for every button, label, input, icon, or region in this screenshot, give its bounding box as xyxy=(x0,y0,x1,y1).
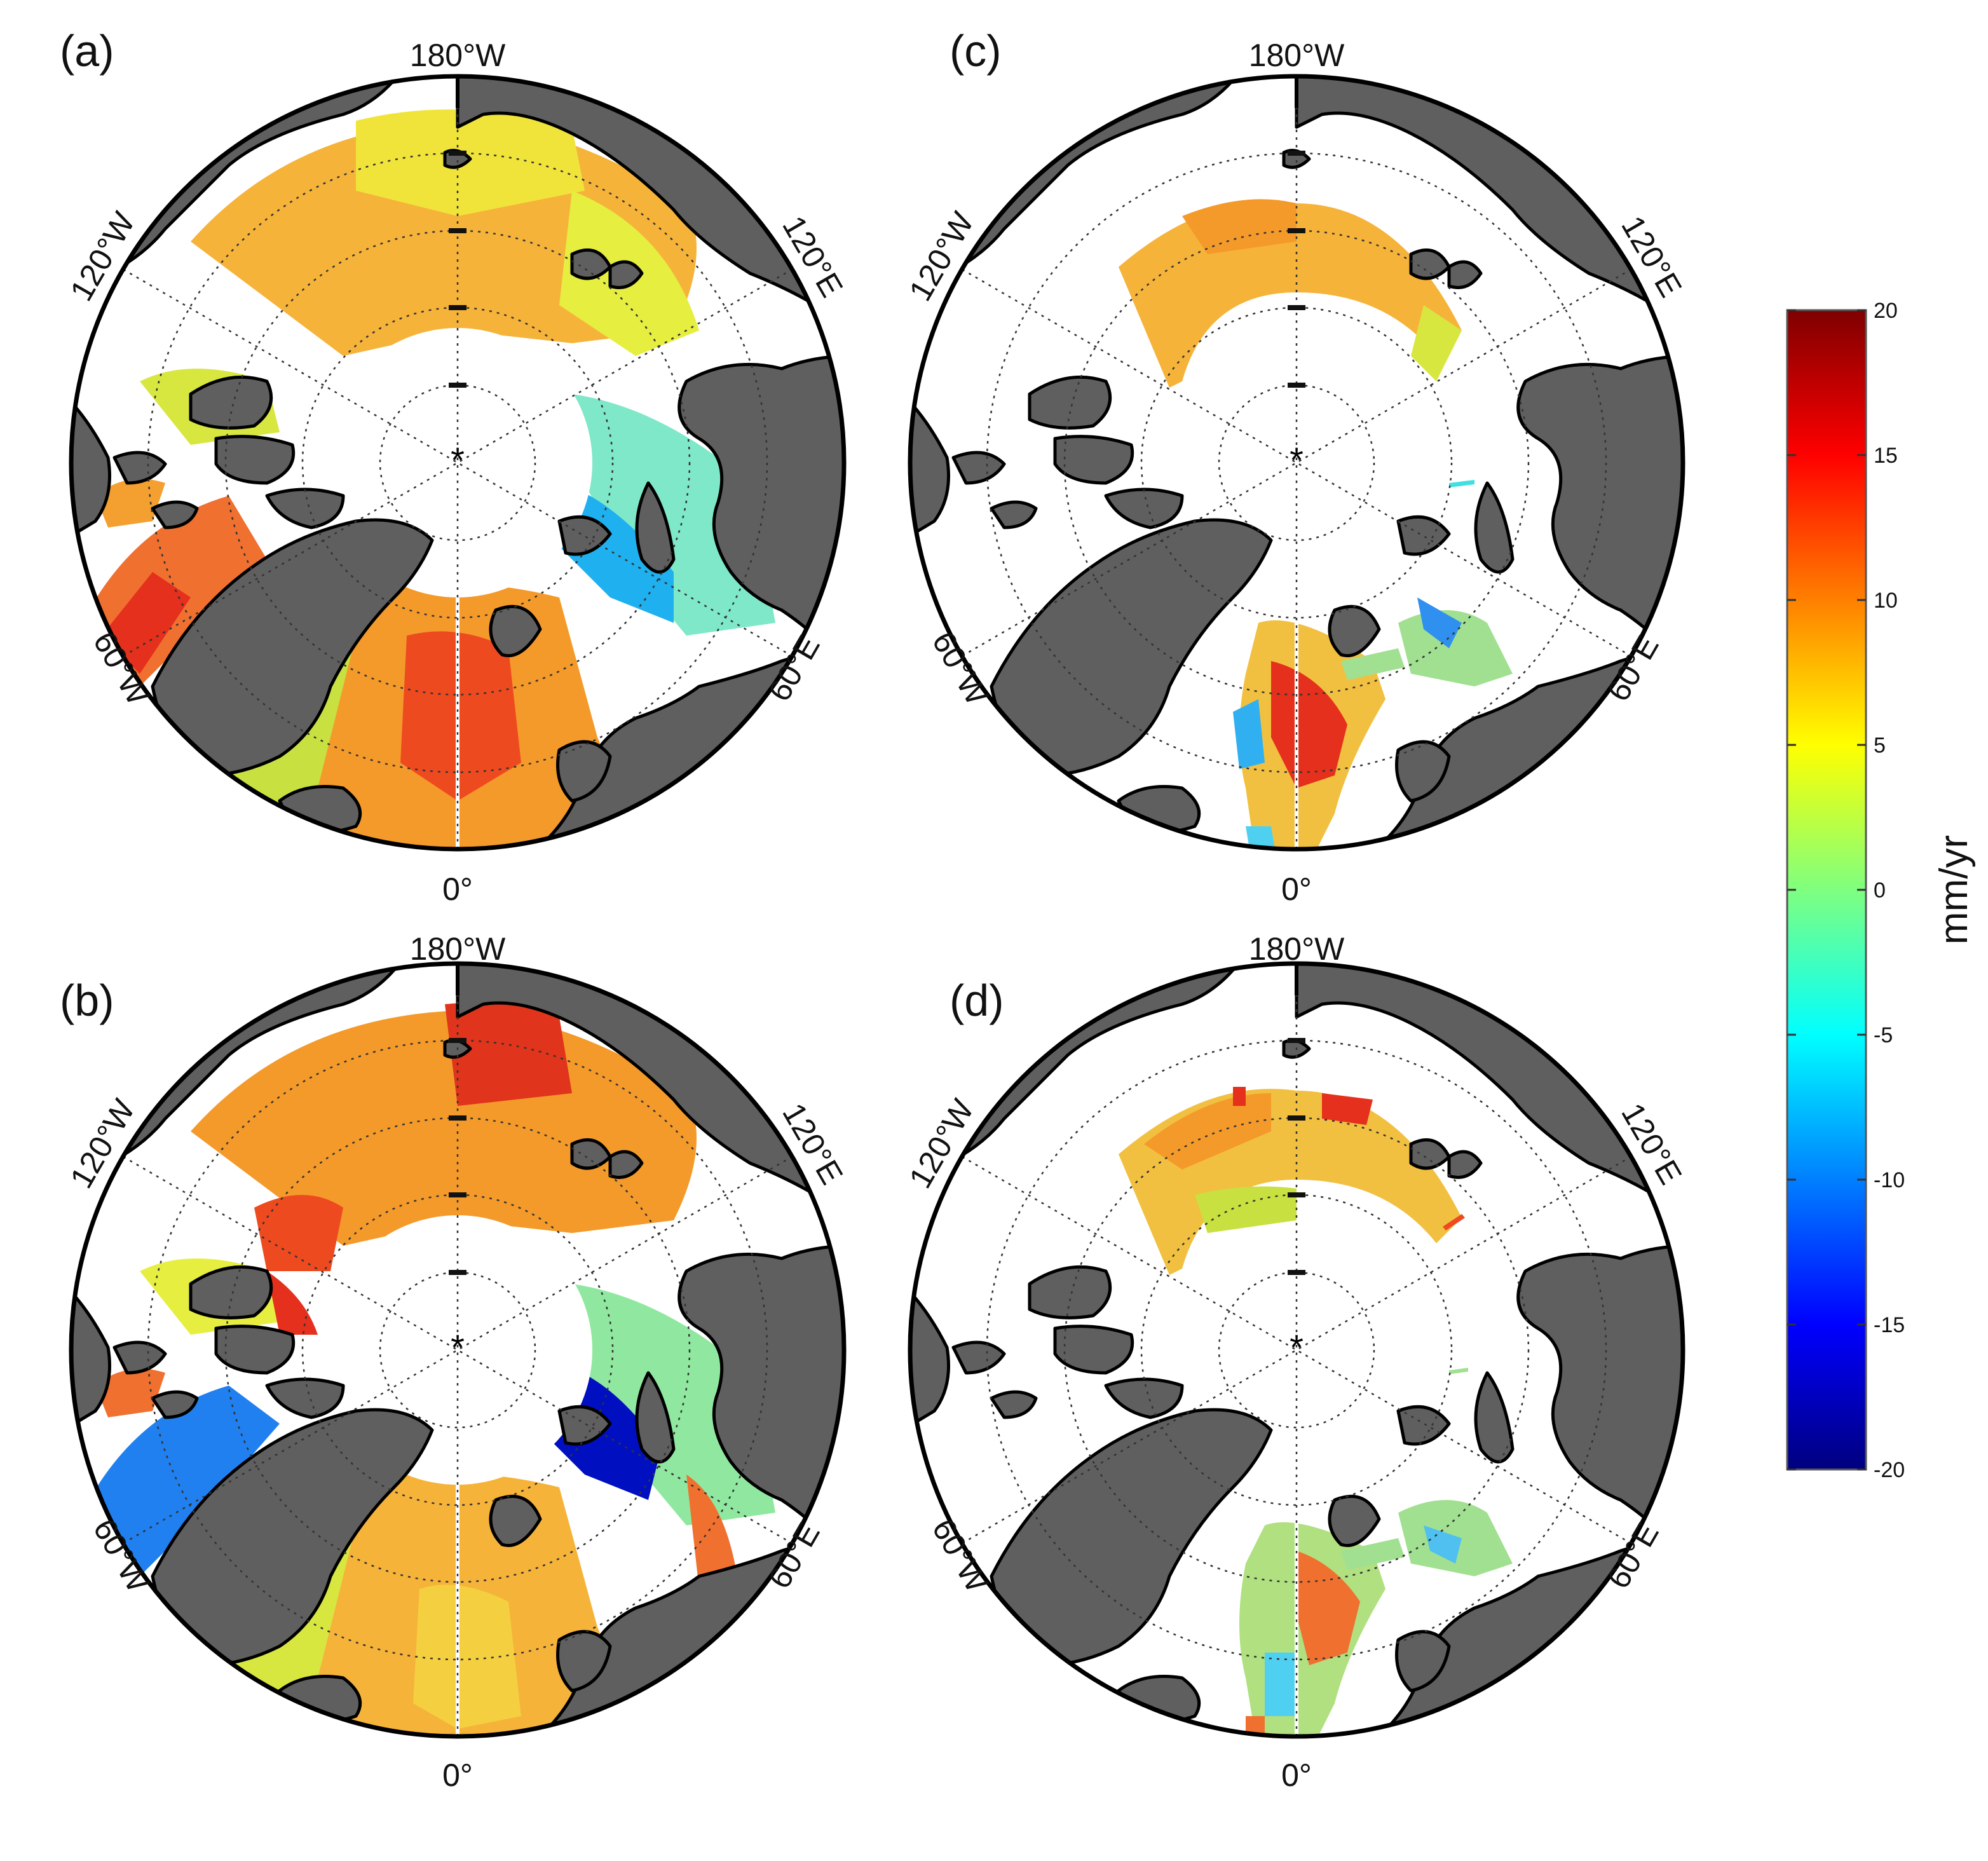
map-area-b xyxy=(71,964,844,1736)
panel-label-d: (d) xyxy=(950,976,1004,1025)
colorbar: 20 15 10 5 0 -5 -10 -15 -20 mm/yr xyxy=(1786,299,1976,1482)
lon-label-180w-d: 180°W xyxy=(1249,931,1345,967)
panel-d: * (d) 180°W 0° 120°W 120°E 60°W 60°E xyxy=(902,931,1689,1793)
colorbar-tick-label: 0 xyxy=(1874,878,1886,903)
colorbar-tick-label: -20 xyxy=(1874,1458,1905,1482)
panel-c: * (c) 180°W 0° 120°W 120°E 60°W 60°E xyxy=(902,26,1689,907)
lat-ticks-d xyxy=(1288,1038,1305,1275)
panel-label-b: (b) xyxy=(60,976,114,1025)
colorbar-tick-label: 15 xyxy=(1874,444,1898,468)
lon-label-180w-c: 180°W xyxy=(1249,37,1345,73)
pole-marker-b: * xyxy=(451,1327,465,1367)
lon-label-0-c: 0° xyxy=(1281,871,1312,907)
panel-b: * (b) 180°W 0° 120°W 120°E 60°W 60°E xyxy=(60,931,850,1793)
colorbar-tick-label: -10 xyxy=(1874,1168,1905,1192)
lat-ticks-a xyxy=(449,151,466,388)
colorbar-ticks: 20 15 10 5 0 -5 -10 -15 -20 xyxy=(1787,299,1905,1482)
trend-field-c xyxy=(1068,199,1513,849)
lat-ticks-c xyxy=(1288,151,1305,388)
colorbar-tick-label: 10 xyxy=(1874,589,1898,613)
lon-label-180w-a: 180°W xyxy=(410,37,506,73)
colorbar-tick-label: 20 xyxy=(1874,299,1898,323)
lat-ticks-b xyxy=(449,1038,466,1275)
colorbar-gradient xyxy=(1786,309,1867,1471)
colorbar-tick-label: 5 xyxy=(1874,733,1886,758)
pole-marker-c: * xyxy=(1290,440,1304,480)
lon-label-0-b: 0° xyxy=(442,1757,473,1793)
pole-marker-d: * xyxy=(1290,1327,1304,1367)
lon-label-180w-b: 180°W xyxy=(410,931,506,967)
trend-field-b xyxy=(89,1002,775,1736)
panel-label-a: (a) xyxy=(60,26,114,76)
lon-label-0-d: 0° xyxy=(1281,1757,1312,1793)
colorbar-tick-label: -15 xyxy=(1874,1313,1905,1337)
colorbar-tick-label: -5 xyxy=(1874,1023,1893,1047)
colorbar-unit-label: mm/yr xyxy=(1932,835,1976,944)
lon-label-0-a: 0° xyxy=(442,871,473,907)
panel-a: * (a) 180°W 0° 120°W 120°E 60°W 60°E xyxy=(60,26,850,907)
pole-marker-a: * xyxy=(451,440,465,480)
panel-label-c: (c) xyxy=(950,26,1002,76)
